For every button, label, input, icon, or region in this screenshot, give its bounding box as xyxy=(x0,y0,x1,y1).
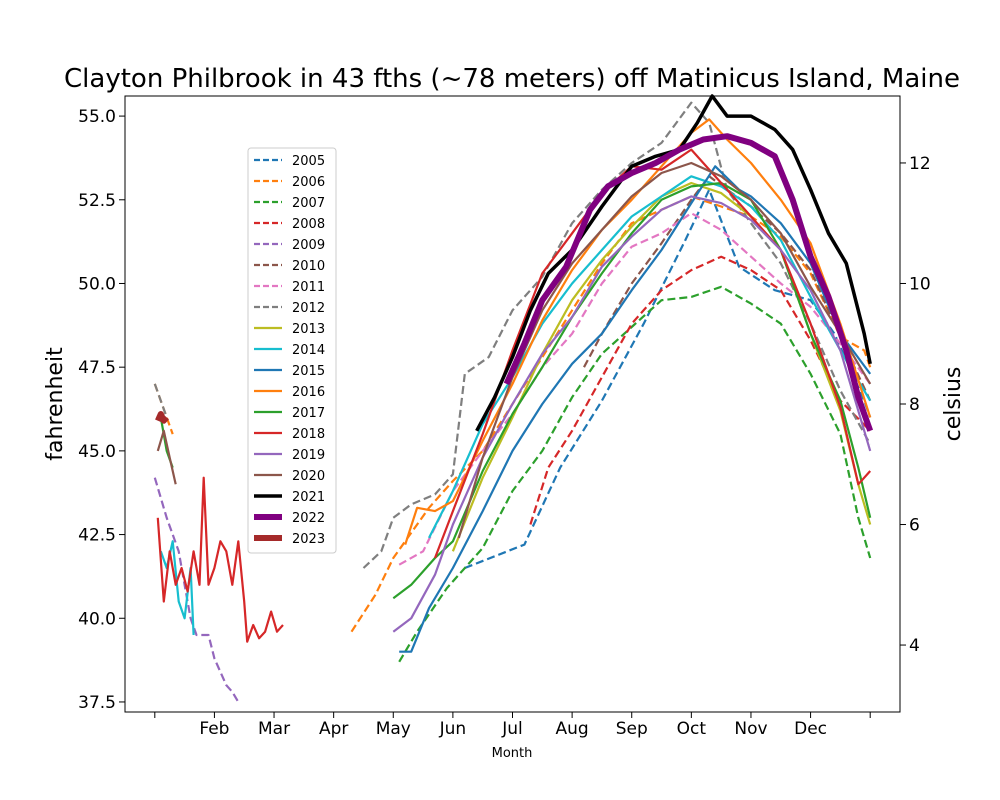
series-line-2020 xyxy=(156,429,177,485)
legend-label-2014: 2014 xyxy=(292,343,325,358)
legend-label-2006: 2006 xyxy=(292,175,325,190)
series-line-2007 xyxy=(398,285,872,663)
series-line-2009 xyxy=(153,477,240,703)
legend-label-2013: 2013 xyxy=(292,322,325,337)
series-line-2015 xyxy=(399,165,872,653)
x-tick-label: Mar xyxy=(258,719,290,739)
y2-tick-label: 12 xyxy=(909,154,931,174)
series-line-2012b xyxy=(362,101,872,569)
series-line-2013 xyxy=(451,181,872,552)
series-line-2005 xyxy=(464,188,872,570)
series-line-2022 xyxy=(503,133,874,432)
y-tick-label: 52.5 xyxy=(78,191,116,211)
series-line-2018 xyxy=(156,476,284,643)
x-tick-label: Nov xyxy=(734,719,767,739)
legend-label-2015: 2015 xyxy=(292,364,325,379)
legend-label-2022: 2022 xyxy=(292,511,325,526)
legend-box xyxy=(247,147,337,554)
x-tick-label: Feb xyxy=(199,719,229,739)
series-line-2016 xyxy=(404,118,872,545)
y2-tick-label: 6 xyxy=(909,516,920,536)
y-tick-label: 45.0 xyxy=(78,442,116,462)
y2-tick-label: 10 xyxy=(909,274,931,294)
legend-label-2017: 2017 xyxy=(292,406,325,421)
y-tick-label: 42.5 xyxy=(78,526,116,546)
legend: 2005 2006 2007 2008 2009 2010 2011 2012 2013 2014… xyxy=(247,147,337,554)
legend-label-2008: 2008 xyxy=(292,217,325,232)
legend-label-2019: 2019 xyxy=(292,448,325,463)
series-line-2008 xyxy=(529,255,871,525)
legend-label-2010: 2010 xyxy=(292,259,325,274)
y-tick-label: 55.0 xyxy=(78,107,116,127)
series-line-2017b xyxy=(392,181,872,600)
legend-label-2018: 2018 xyxy=(292,427,325,442)
y-axis-right: 4 6 8 10 12 xyxy=(900,154,931,656)
x-tick-label: Oct xyxy=(677,719,707,739)
x-tick-label: Sep xyxy=(616,719,648,739)
y2-tick-label: 4 xyxy=(909,636,920,656)
legend-label-2009: 2009 xyxy=(292,238,325,253)
x-tick-label: May xyxy=(376,719,411,739)
legend-label-2005: 2005 xyxy=(292,154,325,169)
series-line-2023 xyxy=(155,411,169,424)
x-tick-label: Apr xyxy=(319,719,348,739)
x-axis: Feb Mar Apr May Jun Jul Aug Sep Oct Nov Dec xyxy=(154,712,871,739)
legend-label-2023: 2023 xyxy=(292,532,325,547)
legend-label-2020: 2020 xyxy=(292,469,325,484)
x-tick-label: Jul xyxy=(501,719,523,739)
series-line-2011 xyxy=(398,212,872,566)
x-tick-label: Aug xyxy=(556,719,589,739)
legend-label-2012: 2012 xyxy=(292,301,325,316)
series-line-2006b xyxy=(350,195,872,633)
x-axis-label: Month xyxy=(492,746,533,761)
x-tick-label: Jun xyxy=(439,719,467,739)
y-axis-label-left: fahrenheit xyxy=(43,347,68,461)
y-axis-label-right: celsius xyxy=(941,367,966,442)
y-tick-label: 40.0 xyxy=(78,609,116,629)
y-tick-label: 50.0 xyxy=(78,274,116,294)
y-axis-left: 37.5 40.0 42.5 45.0 47.5 50.0 52.5 55.0 xyxy=(78,107,125,713)
x-tick-label: Dec xyxy=(794,719,827,739)
legend-label-2016: 2016 xyxy=(292,385,325,400)
series-line-2021 xyxy=(475,94,872,432)
legend-label-2011: 2011 xyxy=(292,280,325,295)
series-line-2012 xyxy=(153,383,168,418)
series-line-2010 xyxy=(583,175,872,402)
legend-label-2021: 2021 xyxy=(292,490,325,505)
y-tick-label: 37.5 xyxy=(78,693,116,713)
series-line-2019 xyxy=(392,195,872,633)
chart-title: Clayton Philbrook in 43 fths (~78 meters… xyxy=(64,64,960,94)
y2-tick-label: 8 xyxy=(909,395,920,415)
y-tick-label: 47.5 xyxy=(78,358,116,378)
legend-label-2007: 2007 xyxy=(292,196,325,211)
series-lines xyxy=(153,94,874,703)
